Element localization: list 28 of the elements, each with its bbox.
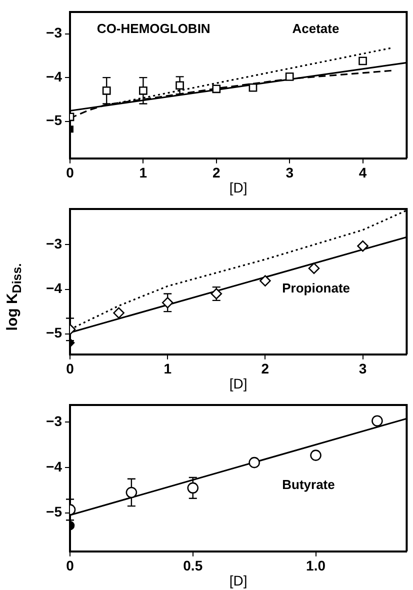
annotation: CO-HEMOGLOBIN — [96, 21, 210, 36]
y-tick-label: −4 — [46, 68, 62, 84]
y-tick-label: −3 — [46, 24, 62, 41]
x-axis-title: [D] — [229, 375, 248, 392]
x-tick-label: 0.5 — [183, 558, 203, 574]
x-tick-label: 2 — [261, 360, 270, 377]
annotation: Butyrate — [282, 477, 335, 492]
y-tick-label: −5 — [46, 504, 62, 520]
y-tick-label: −5 — [46, 112, 62, 128]
x-tick-label: 2 — [212, 164, 220, 181]
y-tick-label: −4 — [46, 458, 62, 474]
x-tick-label: 0 — [66, 558, 74, 574]
y-tick-label: −4 — [46, 280, 62, 296]
x-tick-label: 3 — [286, 164, 294, 181]
x-tick-label: 1.0 — [306, 558, 326, 574]
x-tick-label: 0 — [66, 164, 74, 181]
x-tick-label: 1 — [139, 164, 148, 181]
x-axis-title: [D] — [229, 572, 248, 588]
y-tick-label: −3 — [46, 413, 62, 430]
annotation: Propionate — [282, 280, 350, 296]
x-tick-label: 0 — [66, 360, 74, 377]
x-tick-label: 1 — [164, 360, 172, 377]
y-tick-label: −5 — [46, 324, 62, 341]
y-tick-label: −3 — [46, 236, 62, 252]
x-tick-label: 4 — [358, 164, 367, 181]
x-tick-label: 3 — [358, 360, 367, 377]
annotation: Acetate — [292, 21, 340, 36]
x-axis-title: [D] — [229, 179, 248, 196]
